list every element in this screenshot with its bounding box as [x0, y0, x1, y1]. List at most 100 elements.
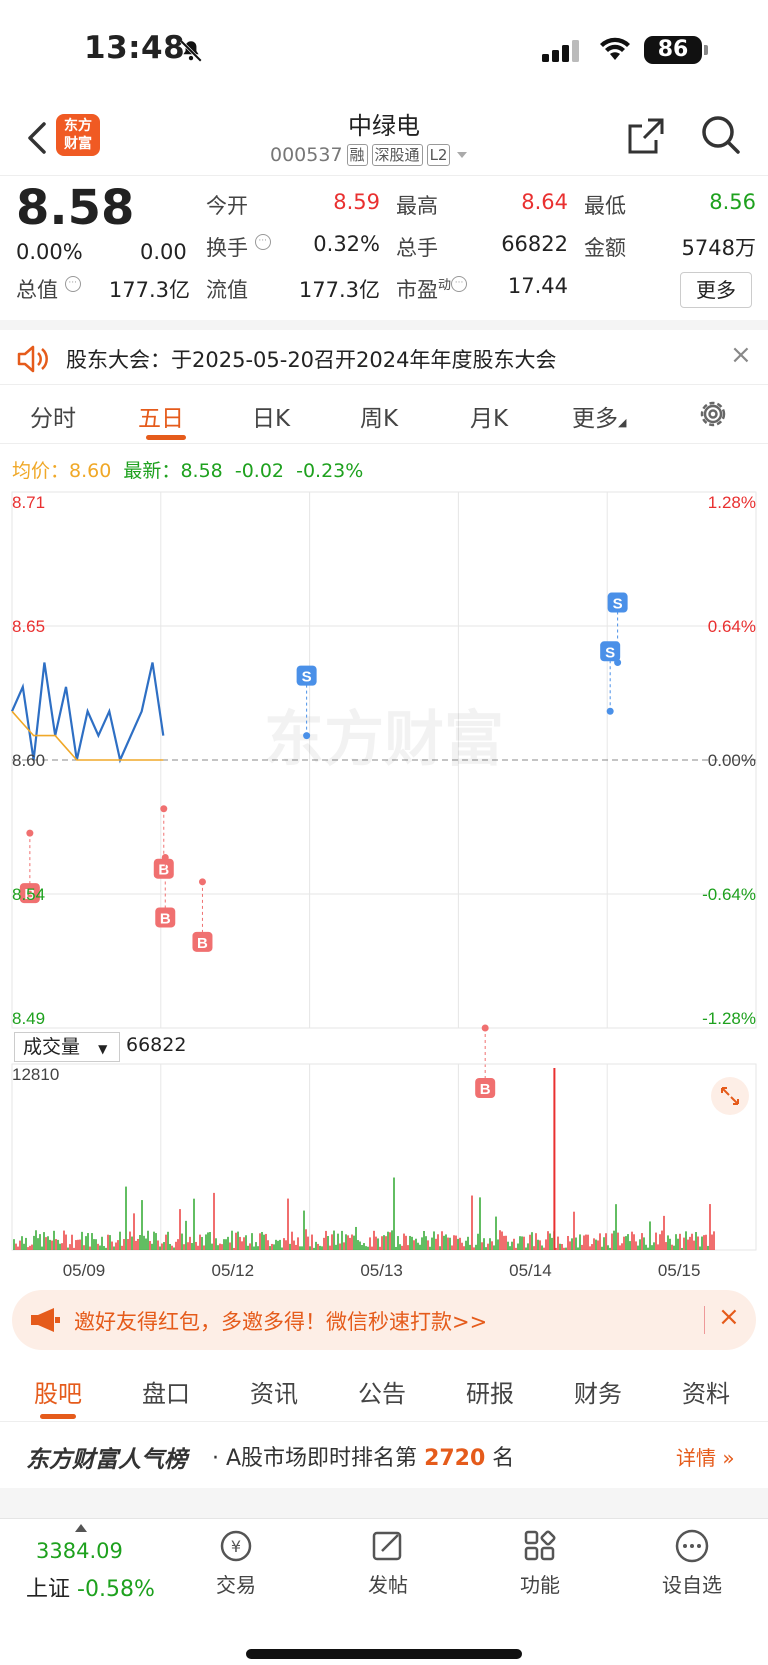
close-icon[interactable]: ×: [730, 340, 752, 370]
invite-promo-banner[interactable]: 邀好友得红包，多邀多得！微信秒速打款>> ×: [12, 1290, 756, 1350]
marker-dot: [160, 805, 168, 813]
rank-details-link[interactable]: 详情 »: [676, 1442, 735, 1471]
index-percent: -0.58%: [77, 1577, 155, 1602]
info-dots-icon: ···: [64, 276, 81, 292]
nav-features-label: 功能: [520, 1573, 560, 1597]
tab-five-day[interactable]: 五日: [138, 406, 184, 432]
logo-text-line2: 财富: [64, 136, 92, 152]
shareholder-meeting-notice[interactable]: 股东大会：于2025-05-20召开2024年年度股东大会 ×: [0, 320, 768, 382]
price-tick-label: 8.49: [12, 1009, 45, 1028]
back-arrow-icon[interactable]: [24, 118, 54, 158]
nav-post-label: 发帖: [368, 1573, 408, 1597]
pe-label[interactable]: 市盈动 ···: [396, 274, 468, 304]
price-tick-label: 8.54: [12, 885, 45, 904]
turnover-label[interactable]: 换手 ···: [206, 232, 271, 262]
trade-icon: ¥: [220, 1530, 252, 1562]
rank-text-after: 名: [492, 1446, 515, 1471]
percent-tick-label: 1.28%: [708, 493, 756, 512]
volume-total: 66822: [126, 1034, 187, 1056]
index-value[interactable]: 3384.09: [36, 1539, 123, 1563]
tab-weekly-k[interactable]: 周K: [360, 406, 399, 432]
turnover-label-text: 换手: [206, 236, 248, 260]
up-triangle-icon: [75, 1524, 87, 1532]
marker-dot: [161, 853, 169, 861]
more-dots-icon: [675, 1529, 709, 1563]
current-price: 8.58: [16, 180, 135, 236]
close-icon[interactable]: ×: [718, 1302, 740, 1332]
home-indicator: [246, 1649, 522, 1659]
volume-bars: [13, 1068, 715, 1250]
cellular-signal-icon: [542, 40, 579, 62]
nav-trade-label: 交易: [216, 1573, 256, 1597]
five-day-chart[interactable]: 东方财富 S B B B B B S S 8.71 8.65 8.60 8.54 8.49 1.28% 0…: [0, 486, 768, 1286]
day-tick-label: 05/09: [63, 1261, 106, 1280]
double-chevron-icon: »: [722, 1446, 735, 1470]
stock-code: 000537: [270, 144, 343, 166]
bottom-bar: 3384.09 上证 -0.58% ¥ 交易 发帖 功能 设自选: [0, 1518, 768, 1665]
tab-intraday[interactable]: 分时: [30, 406, 76, 432]
speaker-icon: [17, 345, 48, 373]
tab-research[interactable]: 研报: [466, 1380, 514, 1408]
day-tick-label: 05/14: [509, 1261, 552, 1280]
day-labels: 05/09 05/12 05/13 05/14 05/15: [63, 1261, 701, 1280]
search-icon[interactable]: [700, 114, 742, 156]
avg-value: 8.60: [69, 460, 112, 482]
price-tick-label: 8.65: [12, 617, 45, 636]
chart-legend: 均价：8.60 最新：8.58 -0.02 -0.23%: [12, 456, 363, 483]
day-tick-label: 05/13: [360, 1261, 403, 1280]
rank-number: 2720: [424, 1446, 486, 1471]
tab-profile[interactable]: 资料: [682, 1380, 730, 1408]
tab-monthly-k[interactable]: 月K: [470, 406, 509, 432]
nav-features[interactable]: 功能: [490, 1527, 590, 1598]
stock-name: 中绿电: [348, 112, 420, 140]
high-value: 8.64: [521, 190, 568, 214]
tab-more[interactable]: 更多◢: [572, 399, 626, 433]
pe-value: 17.44: [507, 274, 568, 298]
axis-labels: 8.71 8.65 8.60 8.54 8.49 1.28% 0.64% 0.00% -0.64…: [12, 493, 756, 1028]
volume-indicator-select[interactable]: 成交量 ▼: [14, 1032, 120, 1062]
price-lines: [10, 662, 165, 764]
gear-icon[interactable]: [696, 397, 730, 431]
nav-add-watchlist[interactable]: 设自选: [642, 1527, 742, 1598]
promo-divider: [704, 1306, 705, 1334]
index-label[interactable]: 上证 -0.58%: [26, 1571, 155, 1603]
tag-margin: 融: [346, 144, 368, 166]
latest-value: 8.58: [180, 460, 223, 482]
tab-announcements[interactable]: 公告: [358, 1380, 406, 1408]
volume-max-label: 12810: [12, 1065, 59, 1084]
tab-finance[interactable]: 财务: [574, 1380, 622, 1408]
pe-label-text: 市盈: [396, 278, 438, 302]
market-cap-label[interactable]: 总值 ···: [16, 274, 81, 304]
tab-more-label: 更多: [572, 406, 618, 432]
more-stats-button[interactable]: 更多: [680, 272, 752, 308]
nav-post[interactable]: 发帖: [338, 1527, 438, 1598]
tab-order-book[interactable]: 盘口: [142, 1380, 190, 1408]
tag-level2: L2: [426, 144, 451, 166]
battery-indicator: 86: [644, 36, 702, 64]
notice-text: 股东大会：于2025-05-20召开2024年年度股东大会: [66, 348, 557, 372]
section-divider: [0, 1488, 768, 1518]
avg-label: 均价：: [12, 460, 70, 482]
tab-news[interactable]: 资讯: [250, 1380, 298, 1408]
silent-bell-icon: [180, 40, 202, 62]
features-grid-icon: [524, 1530, 556, 1561]
share-icon[interactable]: [626, 116, 666, 156]
svg-text:¥: ¥: [231, 1537, 241, 1556]
expand-icon[interactable]: [711, 1077, 749, 1115]
stock-code-row[interactable]: 000537 融 深股通 L2: [270, 144, 470, 166]
float-cap-value: 177.3亿: [298, 278, 380, 302]
change-percent: 0.00%: [16, 240, 83, 264]
latest-pct: -0.23%: [296, 460, 364, 482]
volume-grid: [11, 1063, 757, 1251]
tab-guba[interactable]: 股吧: [34, 1380, 82, 1408]
status-time: 13:48: [84, 30, 186, 66]
tab-daily-k[interactable]: 日K: [252, 406, 291, 432]
trade-markers: S B B B B B S S: [19, 592, 628, 1098]
edit-post-icon: [372, 1531, 402, 1561]
nav-trade[interactable]: ¥ 交易: [186, 1527, 286, 1598]
volume-select-label: 成交量: [23, 1036, 81, 1058]
popularity-rank[interactable]: 东方财富人气榜 · A股市场即时排名第 2720 名 详情 »: [0, 1422, 768, 1488]
eastmoney-logo: 东方 财富: [56, 114, 100, 156]
chart-tabs: 分时 五日 日K 周K 月K 更多◢: [0, 384, 768, 444]
megaphone-icon: [31, 1308, 60, 1332]
